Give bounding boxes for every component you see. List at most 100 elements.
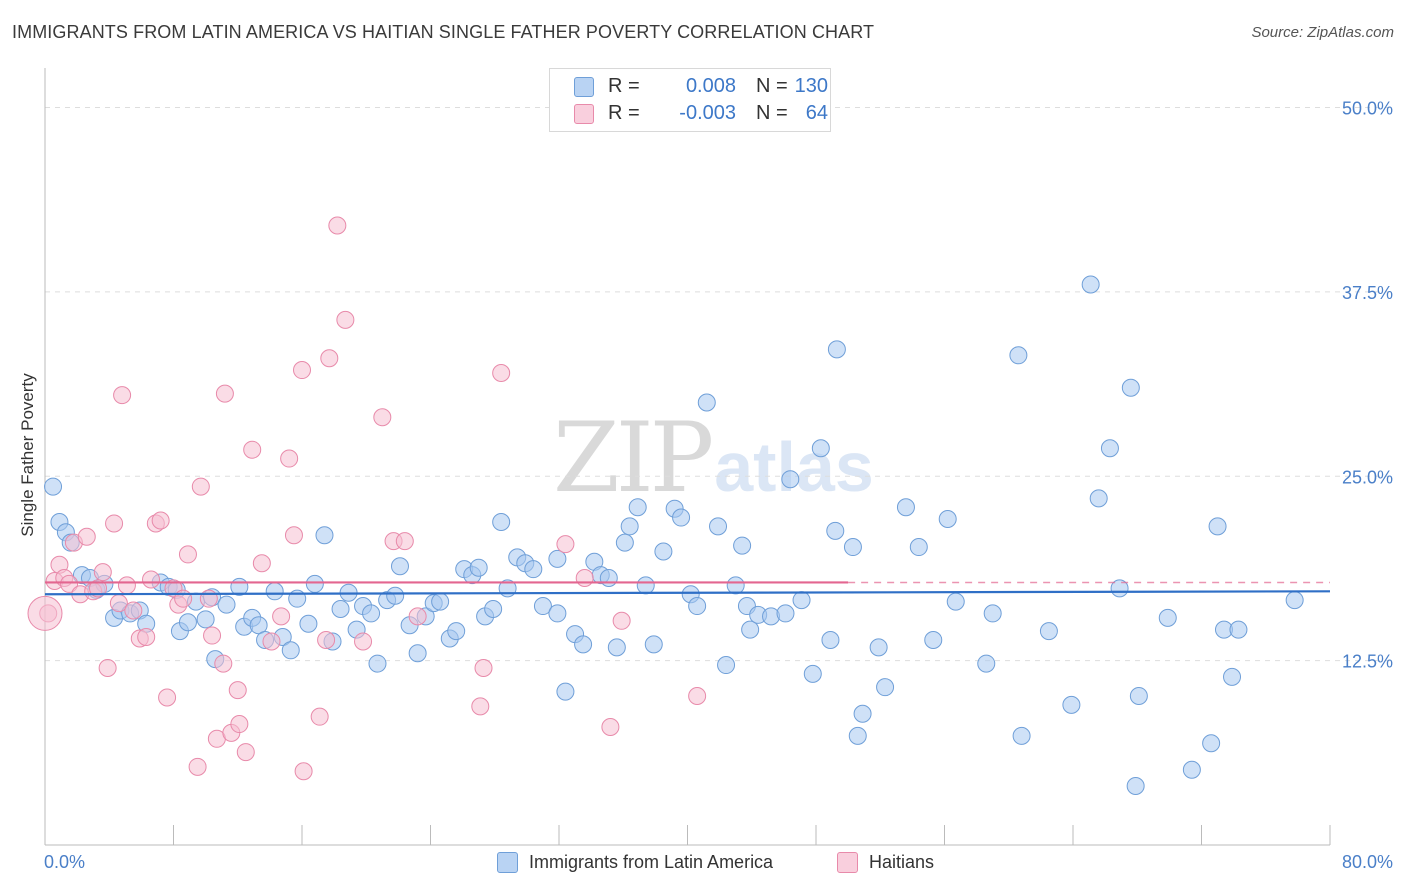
data-point [281, 641, 300, 660]
data-point [717, 656, 736, 675]
data-point [158, 688, 177, 707]
data-point [89, 579, 108, 598]
data-point [368, 654, 387, 673]
data-point [1121, 378, 1140, 397]
data-point [471, 697, 490, 716]
data-point [305, 574, 324, 593]
data-point [151, 511, 170, 530]
data-point [599, 569, 618, 588]
data-point [191, 477, 210, 496]
data-point [188, 757, 207, 776]
data-point [93, 563, 112, 582]
data-point [284, 526, 303, 545]
gridlines [45, 107, 1392, 662]
data-point [447, 622, 466, 641]
data-point [827, 340, 846, 359]
data-point [484, 600, 503, 618]
data-point [1223, 667, 1242, 686]
data-point [77, 527, 96, 546]
data-point [299, 614, 318, 633]
data-point [741, 620, 760, 639]
data-point [843, 538, 862, 557]
data-point [230, 715, 249, 734]
data-point [320, 349, 339, 368]
data-point [909, 538, 928, 557]
data-point [1202, 734, 1221, 753]
data-point [556, 682, 575, 701]
data-point [803, 664, 822, 683]
data-point [395, 532, 414, 551]
data-point [821, 630, 840, 649]
data-point [726, 576, 745, 595]
data-point [1285, 591, 1304, 610]
data-point [1012, 726, 1031, 745]
data-point [977, 654, 996, 673]
data-point [60, 574, 79, 593]
series-latin-america [44, 275, 1304, 795]
data-point [688, 687, 707, 706]
data-point [44, 477, 63, 496]
data-point [654, 542, 673, 561]
data-point [331, 600, 350, 618]
data-point [848, 726, 867, 745]
data-point [317, 630, 336, 649]
x-axis-min-label: 0.0% [44, 852, 86, 872]
data-point [214, 654, 233, 673]
data-point [869, 638, 888, 657]
data-point [556, 535, 575, 554]
n-label: N = [756, 102, 788, 124]
data-point [601, 718, 620, 736]
legend-label: Immigrants from Latin America [529, 852, 774, 872]
data-point [607, 638, 626, 657]
data-point [1062, 695, 1081, 714]
series-haitians [27, 216, 707, 781]
data-point [265, 582, 284, 601]
n-value: 130 [794, 75, 828, 97]
r-label: R = [608, 102, 640, 124]
data-point [612, 611, 631, 630]
data-point [252, 554, 271, 573]
data-point [203, 626, 222, 645]
data-point [1089, 489, 1108, 508]
data-point [373, 408, 392, 427]
data-point [113, 386, 132, 405]
data-point [117, 576, 136, 595]
trend-lines [44, 581, 1331, 596]
r-value: -0.003 [679, 102, 736, 124]
data-point [636, 576, 655, 595]
data-point [946, 592, 965, 611]
y-tick-label: 25.0% [1342, 467, 1393, 487]
data-point [1229, 620, 1248, 639]
data-point [1039, 622, 1058, 641]
y-tick-label: 50.0% [1342, 99, 1393, 119]
pink-swatch [574, 104, 594, 124]
data-point [217, 595, 236, 614]
data-point [776, 604, 795, 623]
y-tick-labels: 12.5% 25.0% 37.5% 50.0% [1342, 99, 1393, 672]
data-point [328, 216, 347, 235]
data-point [697, 393, 716, 412]
data-point [826, 521, 845, 540]
data-point [1081, 275, 1100, 294]
data-point [196, 610, 215, 629]
data-point [615, 533, 634, 552]
data-point [262, 632, 281, 651]
data-point [762, 607, 781, 626]
data-point [280, 449, 299, 468]
data-point [1158, 608, 1177, 627]
pink-swatch [837, 852, 858, 873]
y-tick-label: 37.5% [1342, 283, 1393, 303]
data-point [390, 557, 409, 576]
data-point [408, 644, 427, 663]
data-point [362, 604, 381, 623]
data-point [792, 591, 811, 610]
data-point [294, 762, 313, 781]
data-point [672, 508, 691, 527]
source-label: Source: ZipAtlas.com [1251, 24, 1394, 41]
data-point [98, 659, 117, 677]
data-point [983, 604, 1002, 623]
data-point [1208, 517, 1227, 536]
data-point [1182, 760, 1201, 779]
data-point [709, 517, 728, 536]
data-point [620, 517, 639, 536]
